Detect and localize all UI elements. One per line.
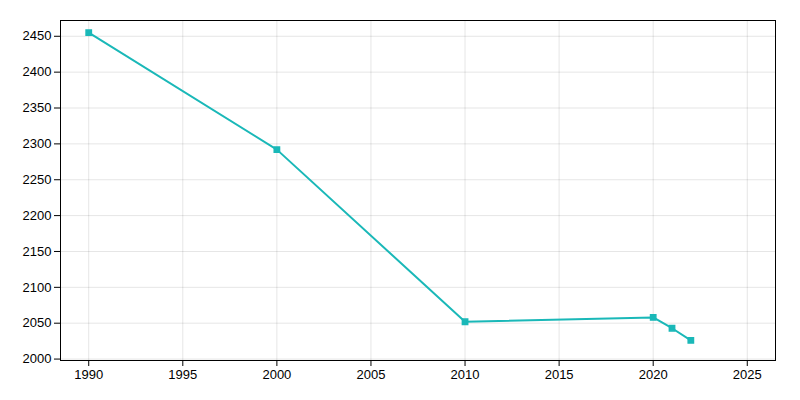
svg-text:2300: 2300 xyxy=(23,136,52,151)
svg-text:2050: 2050 xyxy=(23,315,52,330)
svg-text:2350: 2350 xyxy=(23,100,52,115)
svg-text:2025: 2025 xyxy=(733,367,762,382)
svg-text:1995: 1995 xyxy=(168,367,197,382)
svg-text:2015: 2015 xyxy=(545,367,574,382)
svg-text:2000: 2000 xyxy=(23,351,52,366)
svg-text:2005: 2005 xyxy=(356,367,385,382)
svg-text:1990: 1990 xyxy=(74,367,103,382)
svg-text:2010: 2010 xyxy=(451,367,480,382)
svg-text:2020: 2020 xyxy=(639,367,668,382)
svg-text:2150: 2150 xyxy=(23,244,52,259)
svg-text:2400: 2400 xyxy=(23,64,52,79)
svg-text:2000: 2000 xyxy=(262,367,291,382)
svg-text:2200: 2200 xyxy=(23,208,52,223)
svg-text:2100: 2100 xyxy=(23,279,52,294)
svg-text:2250: 2250 xyxy=(23,172,52,187)
svg-text:2450: 2450 xyxy=(23,28,52,43)
